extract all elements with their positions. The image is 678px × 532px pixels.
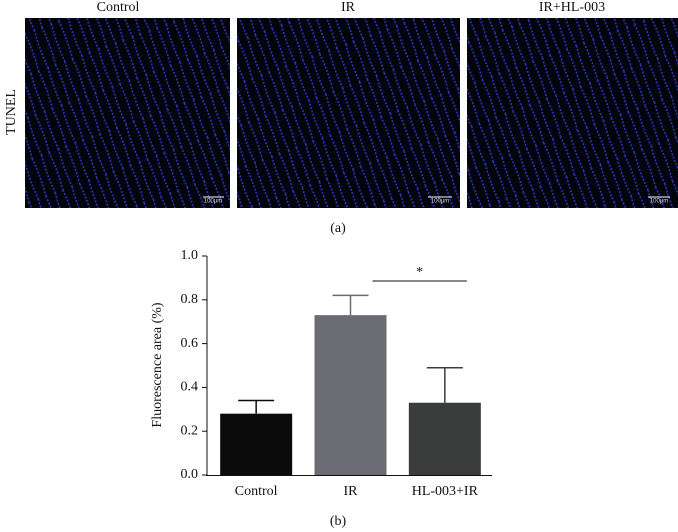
y-tick-label: 0.6 xyxy=(181,336,199,351)
row-label: TUNEL xyxy=(4,89,19,135)
caption: (a) xyxy=(330,221,346,236)
micrograph xyxy=(25,18,230,208)
column-label: Control xyxy=(97,0,140,15)
y-axis-label: Fluorescence area (%) xyxy=(150,302,165,427)
micrograph xyxy=(467,18,678,208)
scale-label: 100μm xyxy=(650,199,668,205)
y-tick-label: 1.0 xyxy=(181,248,199,263)
scale-label: 100μm xyxy=(431,199,449,205)
significance-label: * xyxy=(416,265,423,280)
y-tick-label: 0.8 xyxy=(181,292,199,307)
scale-label: 100μm xyxy=(204,199,222,205)
bar xyxy=(314,315,387,475)
column-label: IR+HL-003 xyxy=(539,0,605,15)
y-tick-label: 0.4 xyxy=(181,380,199,395)
column-label: IR xyxy=(341,0,356,15)
y-tick-label: 0.0 xyxy=(181,467,199,482)
micrograph xyxy=(237,18,460,208)
y-tick-label: 0.2 xyxy=(181,423,199,438)
x-tick-label: IR xyxy=(344,484,359,499)
caption: (b) xyxy=(330,514,347,529)
bar xyxy=(408,402,481,475)
x-tick-label: Control xyxy=(235,484,278,499)
scale-bars: 100μm 100μm 100μm xyxy=(203,196,670,205)
x-tick-label: HL-003+IR xyxy=(412,484,479,499)
bar xyxy=(220,413,293,475)
